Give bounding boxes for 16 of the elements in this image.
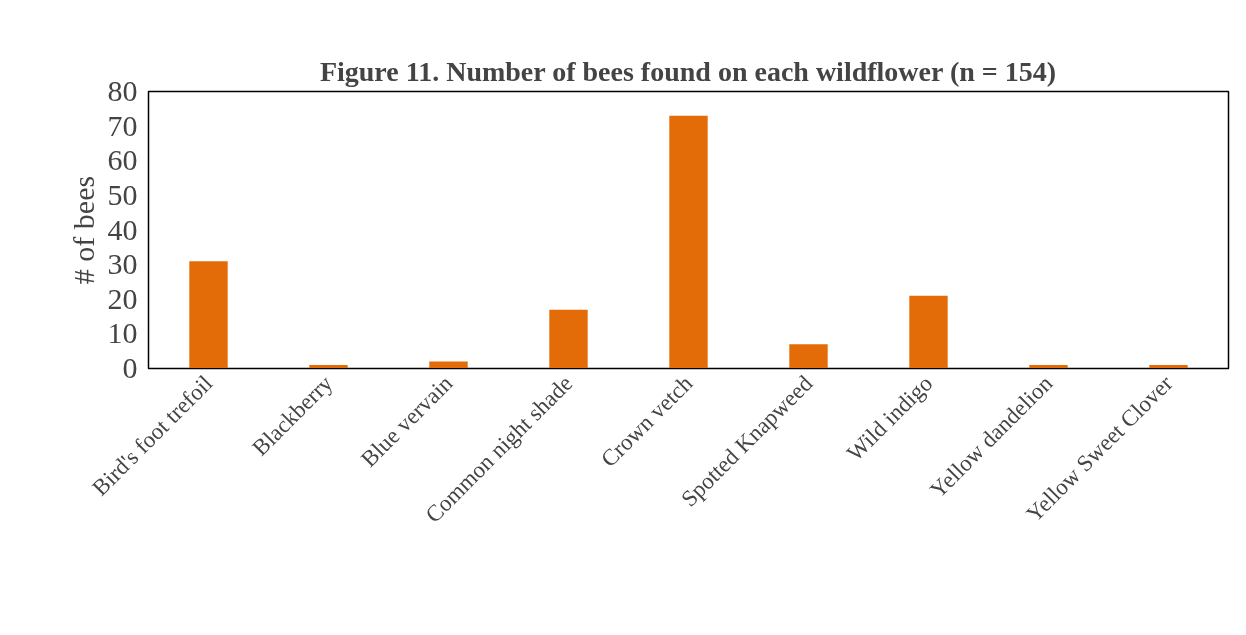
y-axis-title: # of bees bbox=[66, 175, 100, 285]
chart-title: Figure 11. Number of bees found on each wildflower (n = 154) bbox=[319, 55, 1057, 87]
bar bbox=[189, 261, 228, 369]
bar bbox=[549, 309, 588, 369]
y-tick-label: 10 bbox=[107, 316, 138, 350]
y-tick-label: 0 bbox=[122, 351, 138, 384]
bar bbox=[789, 344, 828, 369]
y-tick-label: 80 bbox=[107, 74, 138, 107]
bar bbox=[909, 295, 948, 369]
bar bbox=[669, 115, 708, 369]
y-tick-label: 30 bbox=[107, 247, 138, 281]
y-tick-label: 60 bbox=[107, 143, 138, 177]
y-tick-label: 20 bbox=[107, 281, 138, 315]
y-tick-label: 40 bbox=[107, 212, 138, 246]
y-tick-label: 70 bbox=[107, 108, 138, 142]
y-tick-label: 50 bbox=[107, 177, 138, 211]
